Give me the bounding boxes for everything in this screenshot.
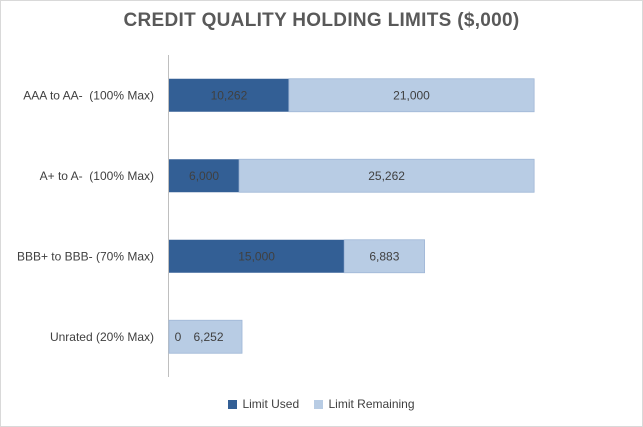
category-label-unrated-20-max: Unrated (20% Max) xyxy=(50,330,154,344)
data-label-limit-remaining-3: 6,252 xyxy=(193,330,223,344)
bar-limit-remaining-2 xyxy=(343,239,425,274)
bar-limit-used-2 xyxy=(169,239,345,273)
legend-item-limit-remaining: Limit Remaining xyxy=(314,397,415,411)
data-label-limit-used-1: 6,000 xyxy=(189,169,219,183)
bar-limit-remaining-1 xyxy=(238,158,535,193)
legend-item-limit-used: Limit Used xyxy=(228,397,299,411)
data-label-limit-used-2: 15,000 xyxy=(238,249,275,263)
category-label-bbb-to-bbb-70-max: BBB+ to BBB- (70% Max) xyxy=(17,249,154,263)
data-label-limit-remaining-1: 25,262 xyxy=(368,169,405,183)
category-label-a-to-a-100-max: A+ to A- (100% Max) xyxy=(40,169,154,183)
legend-swatch-limit-used xyxy=(228,399,238,409)
category-label-aaa-to-aa-100-max: AAA to AA- (100% Max) xyxy=(23,88,154,102)
legend-label-limit-remaining: Limit Remaining xyxy=(328,397,415,411)
data-label-limit-remaining-2: 6,883 xyxy=(369,249,399,263)
chart-title: CREDIT QUALITY HOLDING LIMITS ($,000) xyxy=(123,10,520,31)
bar-limit-used-1 xyxy=(169,159,240,193)
chart-legend: Limit Used Limit Remaining xyxy=(0,397,643,412)
bar-limit-remaining-3 xyxy=(168,319,243,354)
data-label-limit-remaining-0: 21,000 xyxy=(393,88,430,102)
bar-limit-used-0 xyxy=(169,78,289,112)
data-label-limit-used-3: 0 xyxy=(175,330,182,344)
data-label-limit-used-0: 10,262 xyxy=(211,88,248,102)
legend-swatch-limit-remaining xyxy=(314,399,324,409)
legend-label-limit-used: Limit Used xyxy=(242,397,300,411)
bar-limit-remaining-0 xyxy=(288,78,535,113)
